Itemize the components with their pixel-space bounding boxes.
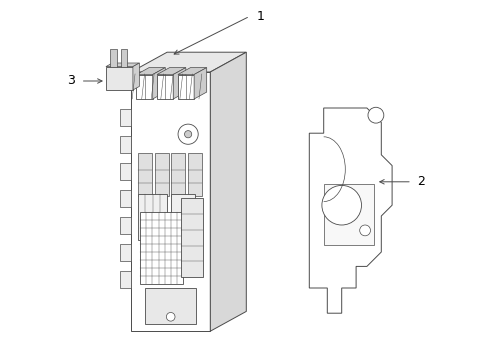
Polygon shape	[106, 67, 133, 90]
Polygon shape	[133, 63, 139, 90]
Circle shape	[367, 107, 383, 123]
Bar	[170, 194, 195, 240]
Bar	[187, 153, 201, 197]
Text: 3: 3	[67, 75, 75, 87]
Bar	[171, 153, 185, 197]
Polygon shape	[136, 75, 152, 99]
Polygon shape	[173, 68, 185, 99]
Circle shape	[321, 185, 361, 225]
Bar	[138, 153, 152, 197]
Polygon shape	[131, 72, 210, 331]
Polygon shape	[120, 109, 131, 126]
Polygon shape	[157, 75, 173, 99]
Polygon shape	[136, 68, 165, 75]
Polygon shape	[152, 68, 165, 99]
Polygon shape	[157, 68, 185, 75]
Polygon shape	[309, 108, 391, 313]
Polygon shape	[120, 163, 131, 180]
Polygon shape	[120, 190, 131, 207]
Text: 1: 1	[257, 10, 264, 23]
Circle shape	[178, 124, 198, 144]
Polygon shape	[194, 68, 206, 99]
Circle shape	[359, 225, 370, 236]
Polygon shape	[178, 75, 194, 99]
Circle shape	[166, 312, 175, 321]
Polygon shape	[178, 68, 206, 75]
Polygon shape	[120, 217, 131, 234]
Polygon shape	[210, 52, 246, 331]
Circle shape	[184, 131, 191, 138]
Bar	[145, 288, 196, 324]
Text: 2: 2	[416, 175, 424, 188]
Polygon shape	[106, 63, 139, 67]
Polygon shape	[120, 244, 131, 261]
Polygon shape	[120, 271, 131, 288]
Bar	[140, 212, 183, 284]
Polygon shape	[121, 49, 127, 67]
Bar	[155, 153, 168, 197]
Bar	[323, 184, 373, 245]
Polygon shape	[120, 136, 131, 153]
Bar	[138, 194, 167, 240]
Polygon shape	[110, 49, 117, 67]
Bar	[181, 198, 203, 277]
Polygon shape	[131, 52, 246, 72]
